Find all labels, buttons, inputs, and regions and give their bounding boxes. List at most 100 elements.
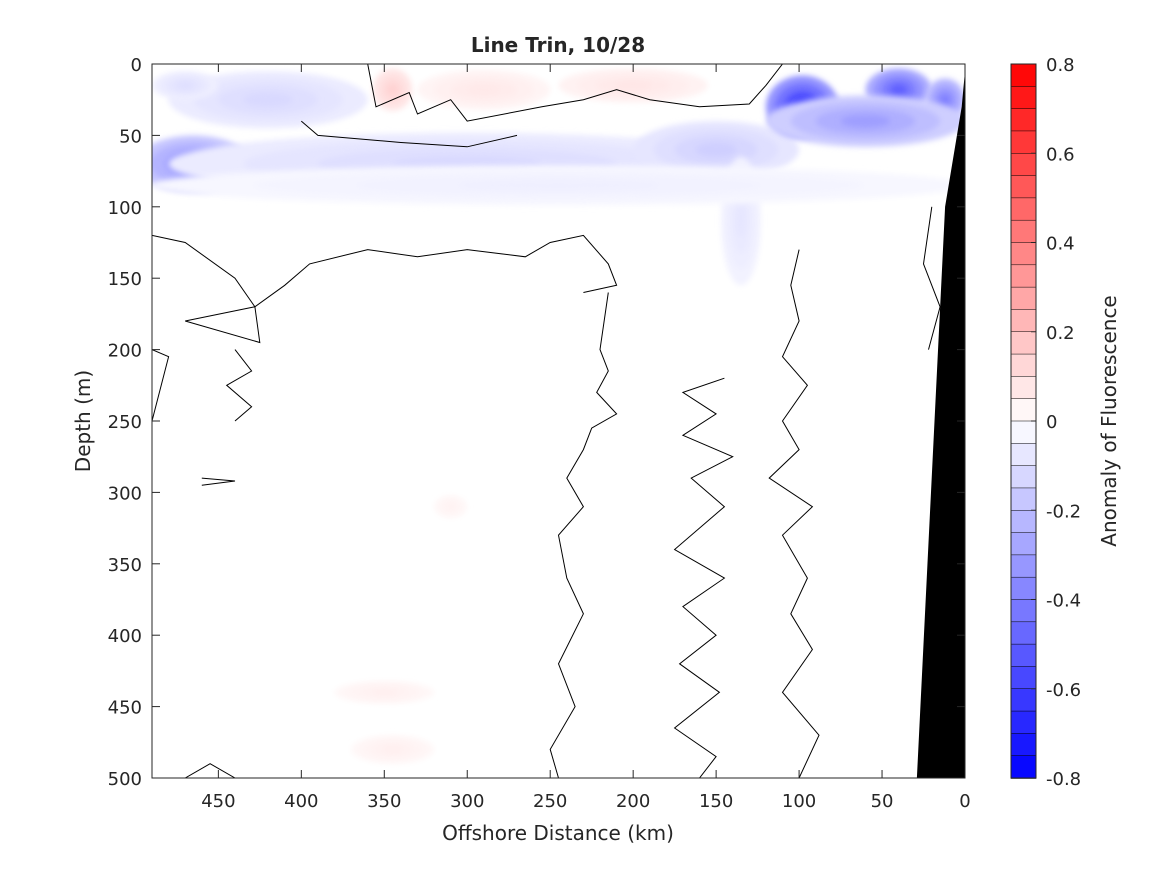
y-tick-label: 50 [119,126,142,147]
contour-line [201,477,236,486]
colorbar-level [1010,309,1037,333]
colorbar-tick-label: 0.6 [1046,144,1075,165]
colorbar: 0.8 0.6 0.4 0.2 0 -0.2 -0.4 -0.6 -0.8 [1010,55,1081,790]
contour-line [185,306,261,344]
colorbar-level [1010,733,1037,757]
colorbar-tick-label: -0.6 [1046,680,1081,701]
colorbar-level [1010,197,1037,221]
colorbar-level [1010,153,1037,177]
bathymetry [916,71,965,778]
colorbar-level [1010,666,1037,690]
anomaly-blob [334,680,435,704]
colorbar-tick-label: 0.4 [1046,234,1075,255]
anomaly-blob-layer [736,205,746,238]
y-tick-label: 0 [131,55,142,76]
anomaly-blob [372,68,413,112]
colorbar-level [1010,688,1037,712]
x-tick-label: 50 [871,791,894,812]
anomaly-blob-layer [890,84,907,96]
colorbar-tick-label: 0.8 [1046,55,1075,76]
anomaly-blob-layer [176,81,194,89]
anomaly-blob [417,69,551,110]
y-tick-label: 250 [108,412,142,433]
y-tick-label: 400 [108,626,142,647]
colorbar-level [1010,510,1037,534]
y-tick-label: 300 [108,483,142,504]
x-tick-label: 300 [450,791,484,812]
contour-line [768,249,820,778]
colorbar-level [1010,286,1037,311]
colorbar-level [1010,63,1037,88]
x-tick-label: 250 [533,791,567,812]
colorbar-tick-label: -0.2 [1046,501,1081,522]
contour-line [367,64,783,122]
y-axis-label: Depth (m) [71,370,95,472]
colorbar-tick-label: 0.2 [1046,323,1075,344]
anomaly-blob-layer [840,114,891,128]
colorbar-level [1010,554,1037,578]
x-tick-label: 450 [201,791,235,812]
y-tick-label: 450 [108,698,142,719]
anomaly-blob-layer [446,503,455,510]
colorbar-tick-label: 0 [1046,412,1057,433]
colorbar-level [1010,755,1037,779]
colorbar-level [1010,353,1037,378]
anomaly-blob [633,121,800,179]
x-tick-label: 200 [616,791,650,812]
zero-contours [152,64,941,778]
colorbar-level [1010,621,1037,645]
y-tick-label: 100 [108,198,142,219]
x-tick-label: 0 [959,791,970,812]
anomaly-blob-layer [382,745,403,754]
anomaly-field [152,68,965,764]
anomaly-blob-layer [614,81,652,90]
colorbar-level [1010,398,1037,422]
contour-line [922,206,941,350]
colorbar-level [1010,219,1037,244]
anomaly-blob [558,68,708,103]
y-tick-label: 200 [108,341,142,362]
anomaly-blob-layer [940,94,951,106]
anomaly-blob-layer [695,142,737,157]
anomaly-blob-layer [387,84,398,96]
x-axis-label: Offshore Distance (km) [442,821,674,845]
colorbar-level [1010,643,1037,668]
colorbar-level [1010,532,1037,556]
anomaly-blob [152,165,965,206]
colorbar-level [1010,242,1037,266]
anomaly-blob [765,95,965,147]
bathymetry-wedge [916,71,965,778]
colorbar-level [1010,175,1037,199]
contour-line [300,120,518,148]
anomaly-blob-layer [371,689,397,696]
anomaly-blob-layer [243,92,294,107]
colorbar-level [1010,599,1037,623]
anomaly-blob-layer [467,84,501,95]
chart-title: Line Trin, 10/28 [471,33,645,57]
colorbar-label: Anomaly of Fluorescence [1097,295,1121,546]
colorbar-level [1010,130,1037,154]
colorbar-level [1010,86,1037,110]
contour-line [184,763,236,778]
contour-line [152,349,170,422]
y-tick-label: 350 [108,555,142,576]
anomaly-blob [351,735,435,764]
anomaly-blob [434,495,468,519]
colorbar-level [1010,420,1037,445]
x-axis: 450 400 350 300 250 200 150 100 50 0 [201,64,971,812]
colorbar-level [1010,264,1037,288]
x-tick-label: 350 [367,791,401,812]
contour-line [549,292,618,778]
colorbar-level [1010,465,1037,489]
y-tick-label: 150 [108,269,142,290]
x-tick-label: 150 [699,791,733,812]
colorbar-level [1010,487,1037,511]
y-tick-label: 500 [108,769,142,790]
colorbar-level [1010,376,1037,400]
y-axis: 0 50 100 150 200 250 300 350 400 450 500 [108,55,965,790]
anomaly-blob [168,71,368,129]
colorbar-level [1010,710,1037,735]
contour-line [225,349,253,422]
colorbar-level [1010,108,1037,132]
